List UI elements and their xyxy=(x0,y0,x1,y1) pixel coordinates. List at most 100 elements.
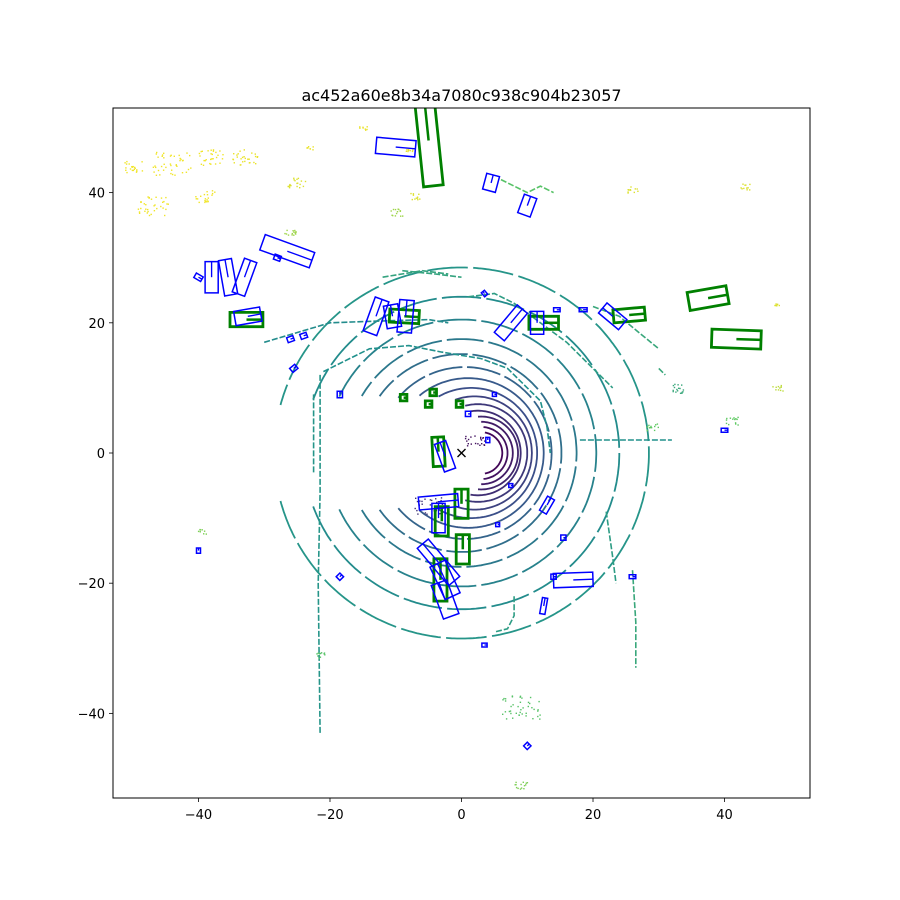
lidar-point xyxy=(520,787,523,789)
lidar-point xyxy=(179,157,181,160)
lidar-point xyxy=(125,169,127,171)
lidar-point xyxy=(470,436,472,438)
lidar-ring-path xyxy=(418,377,545,529)
lidar-point xyxy=(300,180,303,182)
lidar-point xyxy=(293,177,295,179)
lidar-point xyxy=(426,513,428,515)
lidar-point xyxy=(156,151,158,154)
lidar-point xyxy=(243,149,245,151)
box-heading xyxy=(290,337,294,340)
prediction-box xyxy=(430,578,460,621)
box-outline xyxy=(362,296,390,337)
lidar-point xyxy=(189,154,191,157)
box-heading xyxy=(490,174,494,184)
lidar-point xyxy=(523,788,525,790)
box-heading xyxy=(629,312,646,317)
lidar-point xyxy=(199,155,201,157)
lidar-point xyxy=(299,187,301,189)
prediction-box xyxy=(232,306,263,327)
lidar-point xyxy=(529,702,531,705)
lidar-point xyxy=(655,424,657,426)
box-outline xyxy=(432,557,449,603)
lidar-point xyxy=(519,711,521,714)
lidar-point xyxy=(204,200,207,202)
lidar-point xyxy=(210,163,212,165)
lidar-point xyxy=(646,429,648,432)
lidar-point xyxy=(366,126,368,128)
lidar-point xyxy=(735,418,737,420)
lidar-point xyxy=(166,203,168,205)
box-heading xyxy=(436,437,440,452)
lidar-point xyxy=(741,188,743,190)
lidar-point xyxy=(480,439,483,441)
box-outline xyxy=(431,502,446,534)
box-heading xyxy=(243,260,252,278)
lidar-point xyxy=(678,387,680,389)
lidar-cluster xyxy=(284,229,297,236)
box-heading xyxy=(543,597,546,607)
lidar-point xyxy=(657,426,659,429)
lidar-ring xyxy=(481,420,514,486)
lidar-point xyxy=(407,149,410,152)
lidar-point xyxy=(212,150,215,152)
ground-truth-box xyxy=(387,307,421,326)
lidar-point xyxy=(181,160,184,162)
lidar-point xyxy=(171,169,173,171)
lidar-point xyxy=(307,147,309,149)
box-outline xyxy=(298,331,309,341)
lidar-point xyxy=(421,500,423,503)
lidar-point xyxy=(256,156,258,158)
lidar-point xyxy=(240,164,242,166)
lidar-point xyxy=(190,167,192,169)
lidar-point xyxy=(318,657,320,660)
lidar-point xyxy=(209,162,211,165)
lidar-point xyxy=(299,183,301,186)
lidar-point xyxy=(155,174,158,176)
y-axis: −40 −20 0 20 40 xyxy=(78,187,113,722)
lidar-point xyxy=(515,712,517,714)
lidar-point xyxy=(464,437,467,440)
lidar-point xyxy=(359,126,361,128)
lidar-point xyxy=(359,127,361,129)
lidar-scan-line xyxy=(658,367,666,376)
lidar-point xyxy=(176,165,178,167)
lidar-point xyxy=(529,696,532,699)
lidar-point xyxy=(431,499,433,502)
ground-truth-box xyxy=(685,284,731,313)
ground-truth-box xyxy=(611,305,648,325)
lidar-cluster xyxy=(197,528,207,535)
lidar-point xyxy=(140,207,142,210)
lidar-point xyxy=(424,512,427,514)
lidar-point xyxy=(414,507,416,510)
prediction-box xyxy=(192,271,205,283)
lidar-point xyxy=(244,157,246,160)
lidar-point xyxy=(744,184,746,186)
lidar-point xyxy=(317,655,319,657)
lidar-point xyxy=(125,167,127,169)
lidar-point xyxy=(511,695,514,697)
lidar-point xyxy=(160,165,163,168)
lidar-point xyxy=(211,153,213,156)
lidar-point xyxy=(365,129,367,131)
y-tick-label: 20 xyxy=(88,317,105,332)
box-outline xyxy=(398,392,409,403)
box-outline xyxy=(453,487,470,520)
lidar-point xyxy=(207,197,209,199)
prediction-box xyxy=(195,547,202,554)
box-outline xyxy=(433,505,450,538)
lidar-point xyxy=(154,204,156,206)
lidar-point xyxy=(285,233,288,235)
lidar-point xyxy=(417,199,419,201)
lidar-cluster xyxy=(774,303,780,307)
box-outline xyxy=(597,301,628,331)
lidar-point xyxy=(777,385,780,388)
lidar-point xyxy=(504,700,507,702)
lidar-point xyxy=(525,782,527,784)
prediction-box xyxy=(550,573,557,581)
lidar-point xyxy=(742,183,744,185)
lidar-point xyxy=(175,164,177,166)
lidar-point xyxy=(131,166,133,168)
lidar-point xyxy=(416,197,419,199)
lidar-point xyxy=(465,435,467,438)
lidar-point xyxy=(136,170,138,172)
